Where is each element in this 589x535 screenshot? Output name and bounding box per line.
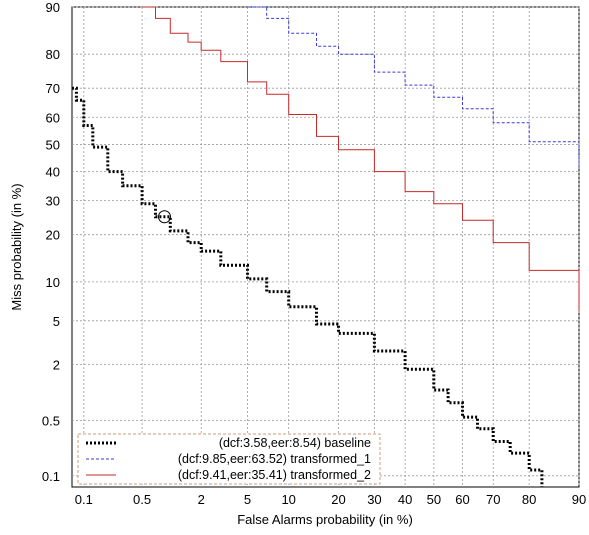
y-tick-labels: 0.1 0.5 2 5 10 20 30 40 50 60 70 80 90	[42, 0, 60, 484]
x-tick-label: 10	[281, 492, 295, 507]
x-tick-label: 40	[398, 492, 412, 507]
legend-label-transformed-1: (dcf:9.85,eer:63.52) transformed_1	[178, 452, 371, 466]
x-axis-title: False Alarms probability (in %)	[237, 512, 413, 527]
y-tick-label: 80	[46, 47, 60, 62]
y-tick-label: 0.5	[42, 414, 60, 429]
y-tick-label: 5	[53, 314, 60, 329]
legend-label-transformed-2: (dcf:9.41,eer:35.41) transformed_2	[178, 468, 371, 482]
x-tick-label: 5	[244, 492, 251, 507]
legend-label-baseline: (dcf:3.58,eer:8.54) baseline	[219, 436, 371, 450]
y-tick-label: 20	[46, 228, 60, 243]
y-tick-label: 30	[46, 194, 60, 209]
y-tick-label: 40	[46, 165, 60, 180]
x-tick-label: 30	[367, 492, 381, 507]
operating-point-circle	[157, 210, 171, 224]
x-tick-label: 2	[198, 492, 205, 507]
series-transformed-1	[247, 6, 580, 169]
annotation-layer	[157, 210, 171, 224]
y-tick-label: 2	[53, 358, 60, 373]
series-baseline	[72, 86, 544, 487]
legend-box	[77, 433, 381, 485]
legend: (dcf:3.58,eer:8.54) baseline (dcf:9.85,e…	[77, 433, 381, 485]
y-axis-title: Miss probability (in %)	[9, 183, 24, 310]
y-tick-label: 70	[46, 81, 60, 96]
x-tick-labels: 0.1 0.5 2 5 10 20 30 40 50 60 70 80 90	[75, 492, 586, 507]
x-tick-label: 50	[427, 492, 441, 507]
series-layer	[72, 6, 580, 487]
y-tick-label: 90	[46, 0, 60, 15]
x-tick-label: 0.5	[133, 492, 151, 507]
x-tick-label: 80	[522, 492, 536, 507]
y-tick-label: 0.1	[42, 469, 60, 484]
y-tick-label: 10	[46, 275, 60, 290]
x-tick-label: 60	[455, 492, 469, 507]
y-tick-label: 50	[46, 137, 60, 152]
series-transformed-2	[142, 6, 580, 312]
x-tick-label: 0.1	[75, 492, 93, 507]
x-tick-label: 90	[572, 492, 586, 507]
y-tick-label: 60	[46, 110, 60, 125]
x-tick-label: 20	[331, 492, 345, 507]
x-tick-label: 70	[486, 492, 500, 507]
